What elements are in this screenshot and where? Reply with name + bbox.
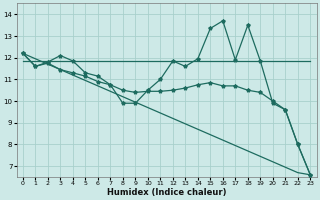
- X-axis label: Humidex (Indice chaleur): Humidex (Indice chaleur): [107, 188, 226, 197]
